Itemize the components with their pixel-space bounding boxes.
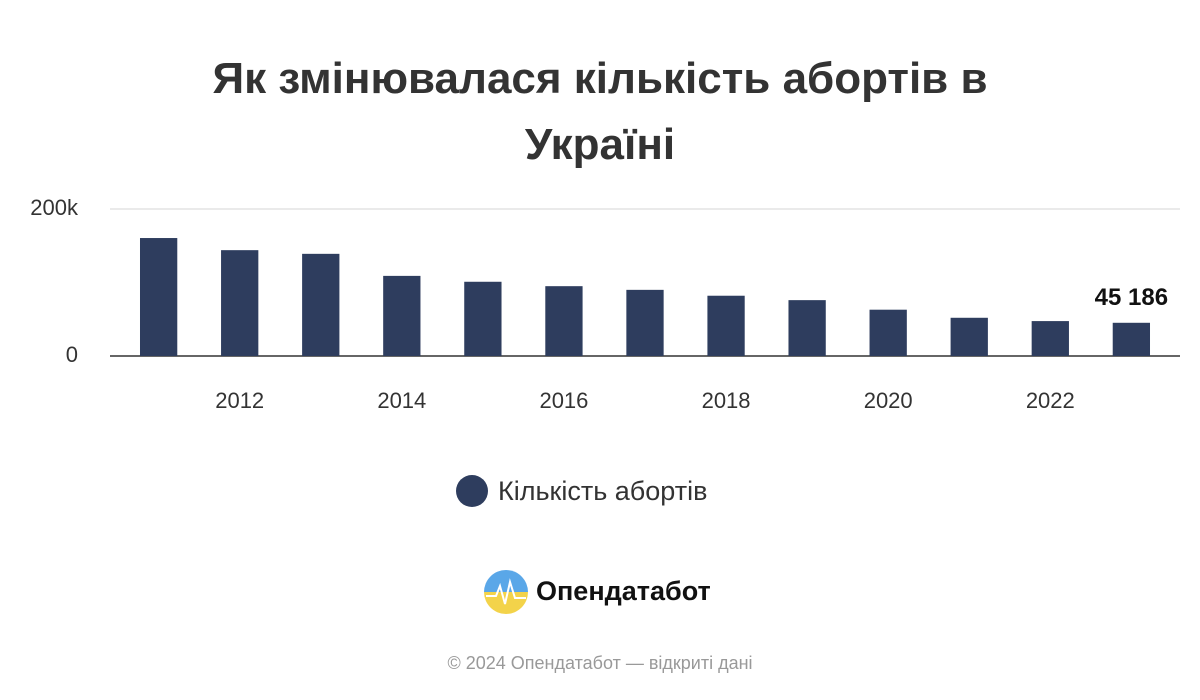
x-tick-label: 2016 (539, 388, 588, 413)
bar (383, 275, 421, 356)
logo-icon (484, 570, 528, 614)
x-tick-label: 2012 (215, 388, 264, 413)
legend-label: Кількість абортів (498, 476, 707, 506)
bar (626, 289, 664, 356)
bar (221, 250, 259, 356)
x-tick-label: 2018 (702, 388, 751, 413)
y-tick-label: 200k (30, 195, 79, 220)
bar (302, 253, 340, 356)
x-tick-label: 2020 (864, 388, 913, 413)
logo-text: Опендатабот (536, 576, 711, 606)
bar (1031, 321, 1069, 356)
bar (707, 295, 745, 356)
y-tick-label: 0 (66, 342, 78, 367)
legend-marker (456, 475, 488, 507)
bar (545, 286, 583, 356)
bar (1112, 322, 1151, 356)
footer: © 2024 Опендатабот — відкриті дані (447, 653, 752, 673)
bar (950, 317, 988, 356)
bar (139, 238, 178, 356)
x-tick-label: 2014 (377, 388, 426, 413)
chart-title: Як змінювалася кількість абортів в Украї… (212, 54, 988, 169)
bar (788, 300, 826, 356)
logo-wave (486, 578, 526, 605)
data-label: 45 186 (1095, 284, 1168, 311)
bar (869, 309, 907, 356)
x-tick-label: 2022 (1026, 388, 1075, 413)
bar (464, 281, 502, 356)
